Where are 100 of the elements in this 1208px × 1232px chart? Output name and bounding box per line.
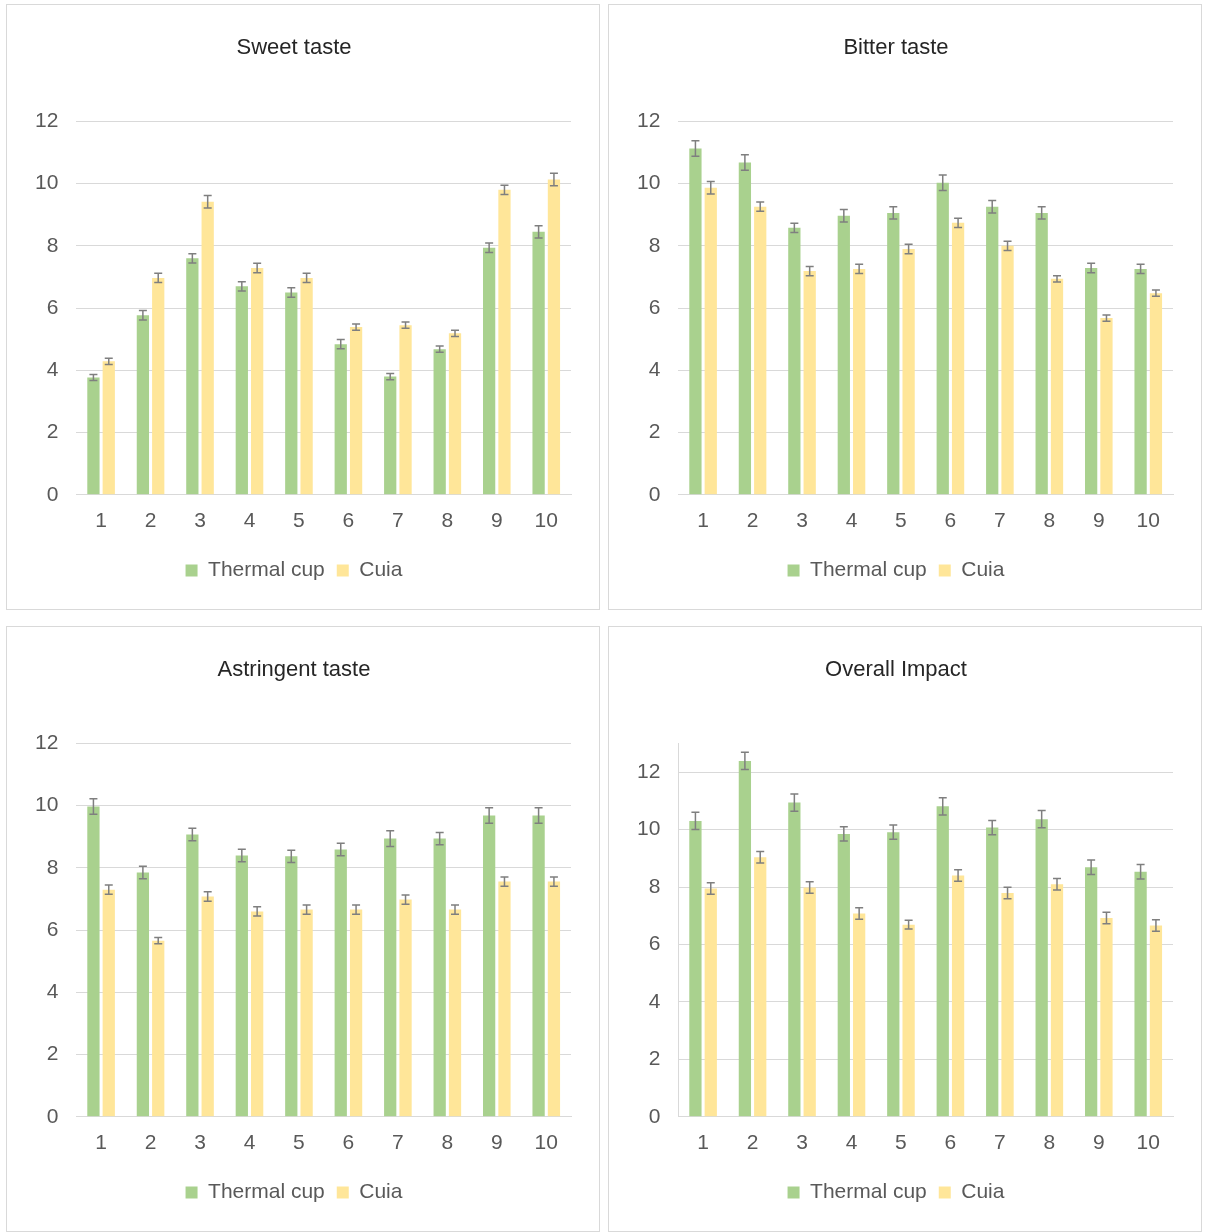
- x-tick-label: 1: [697, 1130, 709, 1154]
- x-tick-label: 5: [293, 508, 305, 532]
- bar: [384, 838, 397, 1117]
- bar: [433, 349, 446, 495]
- y-tick-label: 4: [648, 988, 661, 1012]
- bar: [186, 258, 199, 495]
- y-tick-label: 8: [648, 873, 661, 897]
- bar: [448, 333, 462, 495]
- y-tick-label: 2: [648, 1046, 661, 1070]
- bar: [334, 344, 347, 495]
- bar: [887, 832, 900, 1117]
- bar: [498, 881, 511, 1117]
- chart-title: Astringent taste: [217, 656, 371, 682]
- x-tick-label: 6: [944, 508, 957, 532]
- x-tick-label: 10: [1136, 1130, 1160, 1154]
- bar: [102, 361, 115, 495]
- bar: [201, 201, 214, 495]
- bar: [936, 182, 949, 495]
- bar: [433, 838, 446, 1117]
- x-tick-label: 7: [392, 508, 404, 532]
- y-tick-label: 6: [648, 294, 661, 318]
- y-tick-label: 8: [648, 232, 661, 256]
- y-tick-label: 0: [648, 481, 661, 505]
- bar: [136, 872, 150, 1117]
- bar: [837, 833, 850, 1117]
- x-tick-label: 1: [95, 508, 107, 532]
- x-tick-label: 10: [534, 1130, 558, 1154]
- x-tick-label: 6: [944, 1130, 957, 1154]
- bar: [1134, 871, 1147, 1117]
- bar: [235, 286, 248, 495]
- x-tick-label: 3: [796, 508, 808, 532]
- bar: [803, 887, 816, 1117]
- x-tick-label: 3: [796, 1130, 808, 1154]
- legend-label: Cuia: [359, 1179, 403, 1203]
- x-tick-label: 9: [1092, 1130, 1105, 1154]
- x-tick-label: 4: [845, 508, 858, 532]
- bar: [902, 924, 915, 1117]
- y-tick-label: 6: [46, 916, 59, 940]
- x-tick-label: 8: [1043, 508, 1056, 532]
- y-tick-label: 8: [46, 232, 59, 256]
- bar: [887, 212, 900, 495]
- bar: [334, 849, 347, 1117]
- bar: [547, 179, 561, 495]
- bar: [448, 909, 462, 1117]
- y-tick-label: 12: [35, 730, 59, 754]
- bar: [1149, 293, 1163, 495]
- x-tick-label: 10: [1136, 508, 1160, 532]
- x-tick-label: 9: [1092, 508, 1105, 532]
- y-tick-label: 12: [637, 758, 661, 782]
- y-tick-label: 2: [46, 419, 59, 443]
- y-tick-label: 6: [46, 294, 59, 318]
- x-tick-label: 4: [243, 508, 256, 532]
- bar: [788, 802, 801, 1117]
- bar: [837, 215, 850, 495]
- y-tick-label: 6: [648, 931, 661, 955]
- bar: [689, 148, 702, 495]
- bar: [547, 881, 561, 1117]
- bar: [483, 815, 496, 1117]
- x-tick-label: 1: [95, 1130, 107, 1154]
- bar: [498, 189, 511, 495]
- x-tick-label: 2: [746, 1130, 759, 1154]
- x-tick-label: 9: [490, 1130, 503, 1154]
- y-tick-label: 10: [35, 170, 59, 194]
- bar: [1085, 867, 1098, 1117]
- bar: [951, 875, 965, 1117]
- bar: [1035, 819, 1048, 1117]
- x-tick-label: 3: [194, 508, 206, 532]
- x-tick-label: 2: [746, 508, 759, 532]
- bar: [1100, 918, 1113, 1117]
- bar: [1050, 884, 1064, 1117]
- x-tick-label: 7: [392, 1130, 404, 1154]
- bar: [186, 834, 199, 1117]
- x-tick-label: 8: [441, 1130, 454, 1154]
- bar: [532, 231, 545, 495]
- bar: [936, 806, 949, 1117]
- bar: [235, 855, 248, 1117]
- bar: [754, 206, 767, 495]
- bar: [349, 327, 363, 495]
- x-tick-label: 1: [697, 508, 709, 532]
- bar: [986, 206, 999, 495]
- y-tick-label: 8: [46, 854, 59, 878]
- legend-label: Cuia: [359, 557, 403, 581]
- bar: [201, 896, 214, 1117]
- legend-label: Thermal cup: [810, 557, 927, 581]
- x-tick-label: 5: [895, 1130, 907, 1154]
- bar: [1035, 212, 1048, 495]
- bar: [853, 268, 866, 495]
- bar: [87, 377, 100, 495]
- y-tick-label: 2: [46, 1041, 59, 1065]
- y-tick-label: 0: [648, 1103, 661, 1127]
- x-tick-label: 2: [144, 1130, 157, 1154]
- bar: [1085, 267, 1098, 495]
- y-tick-label: 2: [648, 419, 661, 443]
- x-tick-label: 6: [342, 508, 355, 532]
- bar: [251, 267, 264, 495]
- y-tick-label: 10: [637, 816, 661, 840]
- y-tick-label: 4: [46, 979, 59, 1003]
- bar: [704, 187, 717, 495]
- bar: [704, 888, 717, 1117]
- bar: [1149, 925, 1163, 1117]
